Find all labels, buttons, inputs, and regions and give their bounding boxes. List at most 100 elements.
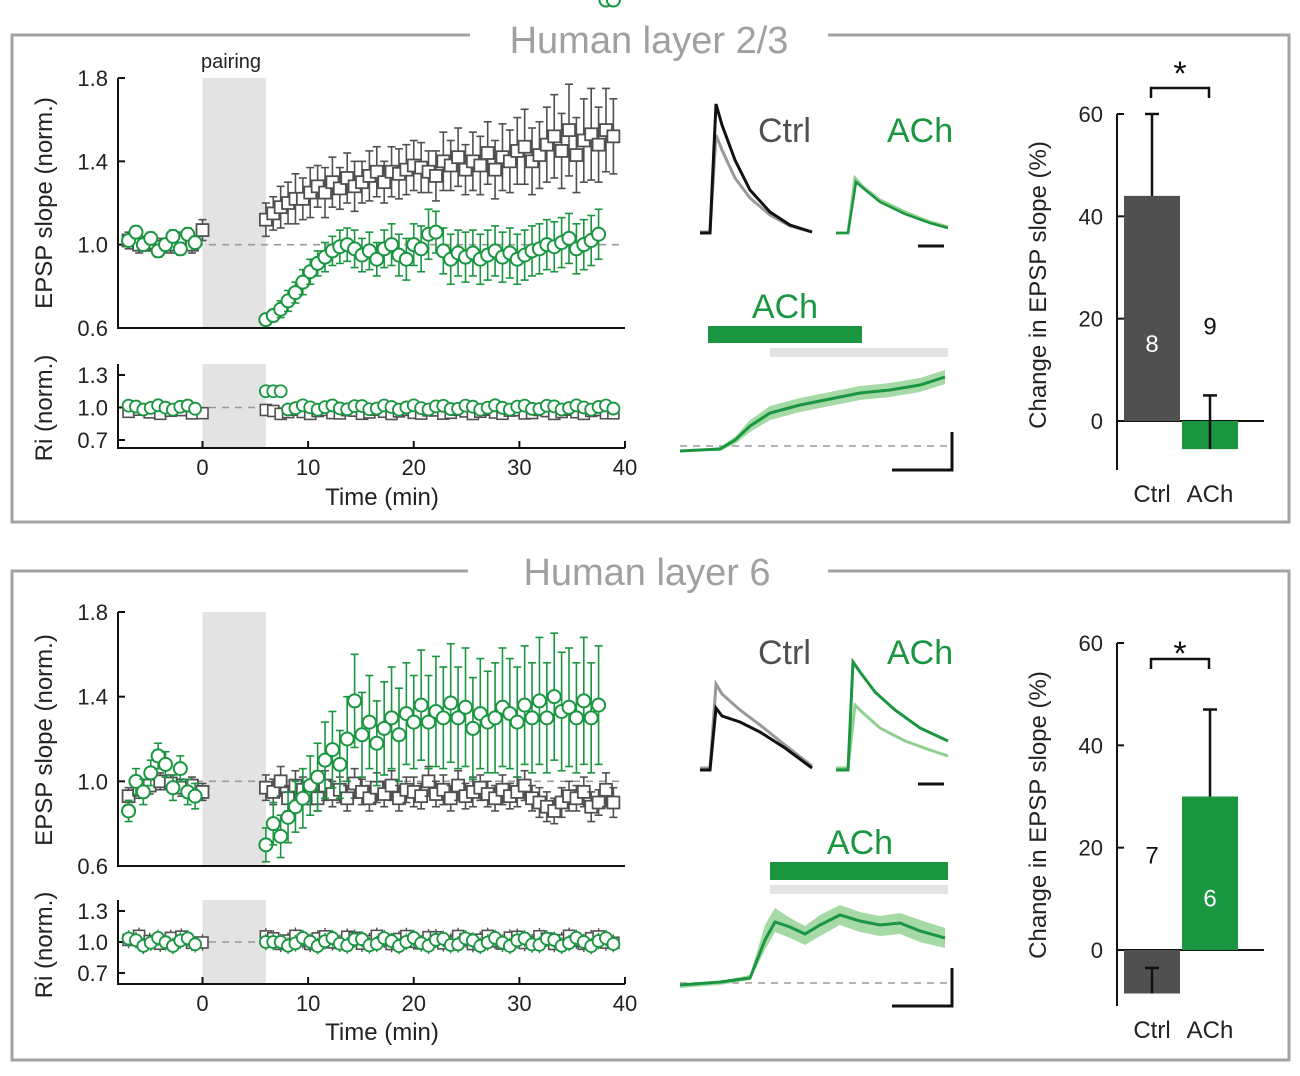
data-point [568,710,584,726]
data-point [606,795,621,810]
x-tick-label: 20 [402,455,426,480]
x-tick-label: Ctrl [1133,481,1170,508]
data-point [605,0,621,8]
pairing-shade [202,78,266,328]
y-axis-label: Ri (norm.) [31,892,58,999]
data-point [517,139,532,154]
data-point [273,774,288,789]
data-point [532,148,547,162]
data-point [606,129,621,144]
trace-ach-after [836,179,949,235]
data-point [561,230,577,246]
data-point [135,784,151,800]
x-tick-label: 0 [196,455,208,480]
mean-trace [679,375,946,453]
data-point [458,699,474,715]
y-tick-label: 0.6 [77,316,108,341]
trace-ctrl-after [700,704,813,772]
series-ach [121,929,621,955]
data-point [317,752,333,768]
data-point [599,782,613,797]
epsp-timecourse-chart: pairing EPSP slope (norm.) 0.6 1.0 1.4 1.8 [31,0,625,341]
x-tick-label: 30 [507,455,531,480]
data-point [295,274,311,290]
data-point [280,809,296,825]
data-point [487,710,503,726]
data-point [517,697,533,713]
data-point [524,710,540,726]
x-tick-label: 40 [613,991,637,1016]
data-point [265,816,281,832]
panel-layer-2-3: Human layer 2/3 pairing EPSP slope (norm… [10,0,1291,524]
bath-ach-chart: ACh [679,824,954,1008]
data-point [128,224,144,240]
x-tick-label: 30 [507,991,531,1016]
data-point [576,693,592,709]
data-point [569,148,584,162]
data-point [606,401,621,416]
y-axis-label: Change in EPSP slope (%) [1025,141,1052,429]
x-axis-label: Time (min) [325,1019,439,1046]
bath-label: ACh [827,824,893,862]
data-point [606,937,621,951]
scale-bar [892,968,954,1008]
data-point [362,791,377,806]
x-tick-label: 40 [613,455,637,480]
pairing-period-bar [770,348,948,357]
trace-label-ach: ACh [887,112,953,150]
panel-layer-6: Human layer 6 EPSP slope (norm.) 0.6 1.0 1… [10,0,1291,1062]
data-point [143,765,159,781]
data-point [546,689,562,705]
data-point [324,742,340,758]
y-tick-label: 1.3 [77,363,108,388]
data-point [391,727,407,743]
data-point [502,154,517,169]
series-ctrl [121,83,621,256]
bar-chart: Change in EPSP slope (%) * 0 20 40 60 8 Ctrl 9… [1025,55,1264,508]
data-point [266,785,281,799]
mean-trace [679,913,946,987]
x-tick-label: 20 [402,991,426,1016]
data-point [547,129,562,144]
bath-ach-chart: ACh [679,288,954,472]
data-point [128,773,144,789]
data-point [531,693,547,709]
y-tick-label: 0.6 [77,854,108,879]
data-point [187,235,203,251]
data-point [188,937,203,952]
ach-application-bar [708,326,862,343]
axes [117,78,625,329]
trace-label-ach: ACh [887,634,953,672]
data-point [377,175,392,190]
data-point [429,169,443,183]
trace-label-ctrl: Ctrl [758,634,811,672]
y-tick-label: 60 [1079,102,1103,127]
pairing-label: pairing [201,51,261,73]
y-axis-label: EPSP slope (norm.) [31,634,58,846]
data-point [354,727,370,743]
data-point [435,710,451,726]
data-point [413,241,429,257]
data-point [509,714,525,730]
trace-ctrl-after [700,103,813,235]
data-point [310,769,326,785]
data-point [332,756,348,772]
pairing-period-bar [770,885,948,894]
data-point [121,803,137,819]
data-point [406,714,422,730]
trace-label-ctrl: Ctrl [758,112,811,150]
trace-ach-after [836,657,949,772]
ach-application-bar [770,862,948,880]
significance-bracket [1149,86,1211,98]
data-point [443,791,458,806]
data-point [591,137,606,152]
y-tick-label: 1.4 [77,685,108,710]
y-tick-label: 0.7 [77,961,108,986]
data-point [273,828,289,844]
x-tick-label: ACh [1187,481,1234,508]
significance-bracket [1149,657,1211,669]
data-point [584,127,599,142]
y-axis-label: EPSP slope (norm.) [31,97,58,309]
y-tick-label: 40 [1079,733,1103,758]
data-point [339,731,355,747]
